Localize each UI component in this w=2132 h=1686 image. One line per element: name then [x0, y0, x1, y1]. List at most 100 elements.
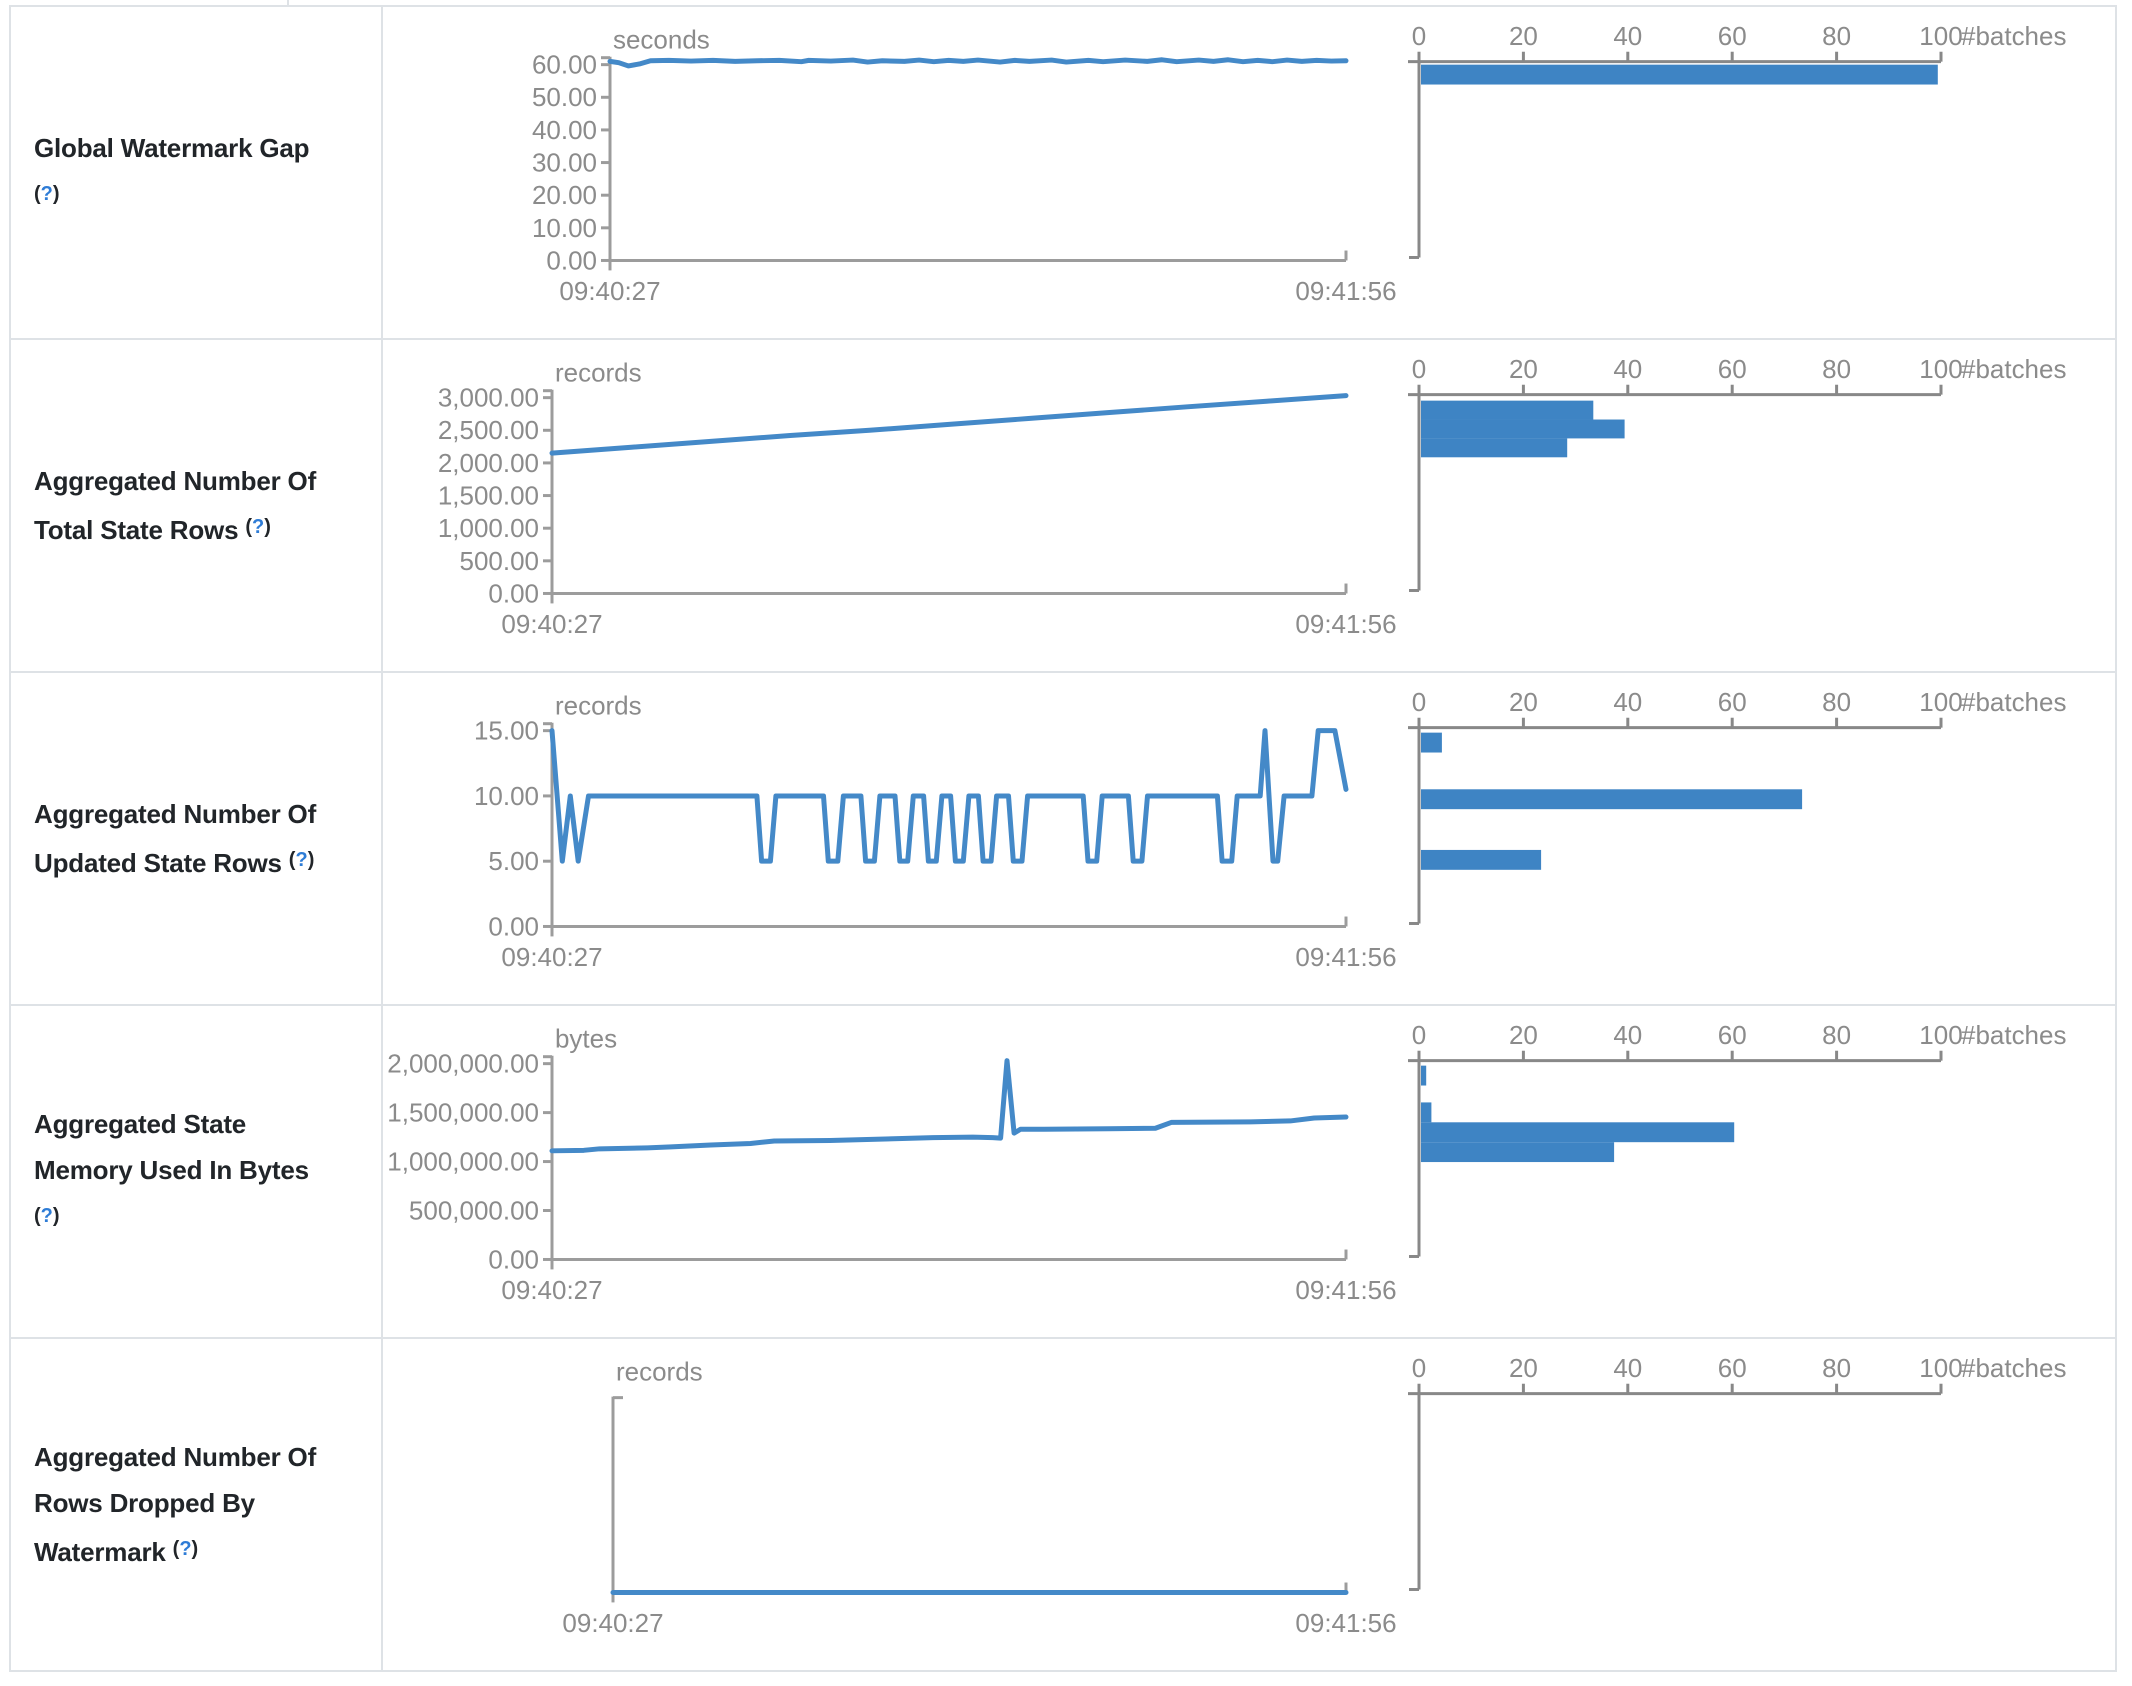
- timeline-y-tick-label: 3,000.00: [438, 385, 539, 413]
- metric-label-line: (?): [34, 1193, 309, 1242]
- metric-label-line: Aggregated State: [34, 1101, 309, 1147]
- timeline-y-tick-label: 500,000.00: [409, 1198, 539, 1226]
- help-tooltip-link[interactable]: ?: [295, 849, 308, 871]
- histogram-unit-label: #batches: [1961, 1022, 2067, 1050]
- help-tooltip-parens: (?): [245, 516, 271, 538]
- metric-label: Aggregated Number Of Updated State Rows (…: [34, 791, 316, 886]
- table-row: Aggregated Number Of Total State Rows (?)…: [11, 338, 2115, 671]
- histogram-bar: [1421, 849, 1542, 870]
- histogram-unit-label: #batches: [1961, 689, 2067, 717]
- table-row: Aggregated Number Of Rows Dropped By Water…: [11, 1337, 2115, 1670]
- timeline-axes: [543, 389, 1348, 604]
- histogram-axes: [1408, 384, 1943, 592]
- metric-label-text: Aggregated Number Of: [34, 466, 317, 496]
- timeline-unit-label: records: [555, 360, 642, 388]
- charts-cell: bytes 2,000,000.00 1,500,000.00 1,000,000.0…: [383, 1006, 2115, 1337]
- timeline-axes: [543, 1055, 1348, 1270]
- metric-name-cell: Aggregated Number Of Updated State Rows (…: [11, 673, 383, 1004]
- timeline-y-tick-label: 50.00: [532, 84, 597, 112]
- histogram-x-tick-label: 40: [1613, 689, 1642, 717]
- timeline-and-histogram-chart: records 15.00 10.00 5.00 0.00 09:40:27 09:41:5…: [474, 689, 2067, 972]
- histogram-bar: [1421, 789, 1803, 810]
- timeline-x-start-label: 09:40:27: [501, 611, 602, 639]
- help-tooltip-link[interactable]: ?: [252, 516, 265, 538]
- metric-name-cell: Aggregated State Memory Used In Bytes (?): [11, 1006, 383, 1337]
- metric-label-text: Aggregated Number Of: [34, 799, 317, 829]
- timeline-y-tick-label: 40.00: [532, 117, 597, 145]
- metric-label-line: Updated State Rows (?): [34, 837, 316, 886]
- timeline-axes: [543, 722, 1348, 937]
- histogram-axes: [1408, 1050, 1943, 1258]
- metric-label-text: Total State Rows: [34, 515, 246, 545]
- help-tooltip-link[interactable]: ?: [179, 1538, 192, 1560]
- histogram-x-tick-label: 20: [1509, 1022, 1538, 1050]
- histogram-bar: [1421, 1102, 1432, 1123]
- histogram-bar: [1421, 1065, 1427, 1086]
- histogram-axes: [1408, 51, 1943, 259]
- histogram-axes: [1408, 717, 1943, 925]
- histogram-x-tick-label: 100: [1919, 1022, 1962, 1050]
- metric-label-line: (?): [34, 171, 309, 220]
- timeline-y-tick-label: 10.00: [532, 215, 597, 243]
- timeline-and-histogram-chart: seconds 60.00 50.00 40.00 30.00 20.00 10.00 0.0…: [532, 23, 2067, 306]
- timeline-y-tick-label: 0.00: [546, 247, 597, 275]
- histogram-x-tick-label: 60: [1718, 1022, 1747, 1050]
- metric-label-line: Total State Rows (?): [34, 504, 316, 553]
- metric-label-text: Watermark: [34, 1537, 173, 1567]
- metric-label-text: Aggregated State: [34, 1109, 247, 1139]
- charts-cell: records 3,000.00 2,500.00 2,000.00 1,500.00 1…: [383, 340, 2115, 671]
- histogram-x-tick-label: 80: [1822, 23, 1851, 51]
- histogram-x-tick-label: 0: [1412, 1355, 1426, 1383]
- histogram-bar: [1421, 438, 1568, 458]
- histogram-x-tick-label: 60: [1718, 356, 1747, 384]
- histogram-bar: [1421, 64, 1938, 85]
- histogram-unit-label: #batches: [1961, 1355, 2067, 1383]
- timeline-axes: [601, 56, 1348, 271]
- timeline-unit-label: bytes: [555, 1026, 617, 1054]
- table-top-divider-stub: [287, 0, 289, 5]
- histogram-x-tick-label: 100: [1919, 689, 1962, 717]
- histogram-x-tick-label: 60: [1718, 1355, 1747, 1383]
- help-tooltip-link[interactable]: ?: [40, 183, 53, 205]
- timeline-y-tick-label: 500.00: [460, 548, 539, 576]
- timeline-x-start-label: 09:40:27: [501, 1277, 602, 1305]
- table-row: Global Watermark Gap (?) seconds 60.00 50.00…: [11, 7, 2115, 338]
- histogram-x-tick-label: 60: [1718, 23, 1747, 51]
- metric-label-line: Watermark (?): [34, 1526, 316, 1575]
- timeline-unit-label: seconds: [613, 27, 710, 55]
- timeline-y-tick-label: 2,000,000.00: [387, 1051, 539, 1079]
- histogram-x-tick-label: 20: [1509, 23, 1538, 51]
- metric-label-line: Rows Dropped By: [34, 1480, 316, 1526]
- timeline-y-tick-label: 0.00: [488, 580, 539, 608]
- histogram-x-tick-label: 20: [1509, 356, 1538, 384]
- metric-label-line: Aggregated Number Of: [34, 791, 316, 837]
- help-tooltip-link[interactable]: ?: [40, 1205, 53, 1227]
- histogram-x-tick-label: 80: [1822, 689, 1851, 717]
- timeline-x-end-label: 09:41:56: [1295, 1277, 1396, 1305]
- histogram-x-tick-label: 40: [1613, 356, 1642, 384]
- metric-label-text: Memory Used In Bytes: [34, 1155, 309, 1185]
- timeline-and-histogram-chart: records 09:40:27 09:41:56 0 20 40 60 80 100#batc…: [562, 1355, 2067, 1638]
- timeline-y-tick-label: 20.00: [532, 182, 597, 210]
- histogram-bar: [1421, 732, 1442, 753]
- metric-label-line: Aggregated Number Of: [34, 458, 316, 504]
- charts-cell: records 15.00 10.00 5.00 0.00 09:40:27 09:41:5…: [383, 673, 2115, 1004]
- metric-name-cell: Aggregated Number Of Rows Dropped By Water…: [11, 1339, 383, 1670]
- metric-label: Aggregated Number Of Rows Dropped By Water…: [34, 1434, 316, 1575]
- help-tooltip-parens: (?): [34, 183, 60, 205]
- timeline-y-tick-label: 2,500.00: [438, 417, 539, 445]
- metric-label: Aggregated State Memory Used In Bytes (?): [34, 1101, 309, 1242]
- timeline-y-tick-label: 10.00: [474, 783, 539, 811]
- streaming-metrics-table: Global Watermark Gap (?) seconds 60.00 50.00…: [9, 5, 2117, 1672]
- timeline-unit-label: records: [555, 693, 642, 721]
- histogram-x-tick-label: 0: [1412, 689, 1426, 717]
- metric-label-text: Aggregated Number Of: [34, 1442, 317, 1472]
- timeline-y-tick-label: 1,500,000.00: [387, 1100, 539, 1128]
- histogram-unit-label: #batches: [1961, 356, 2067, 384]
- histogram-axes: [1408, 1383, 1943, 1591]
- metric-label: Global Watermark Gap (?): [34, 125, 310, 220]
- metric-name-cell: Aggregated Number Of Total State Rows (?): [11, 340, 383, 671]
- timeline-y-tick-label: 2,000.00: [438, 450, 539, 478]
- timeline-data-line: [549, 1058, 1349, 1154]
- timeline-x-start-label: 09:40:27: [562, 1610, 663, 1638]
